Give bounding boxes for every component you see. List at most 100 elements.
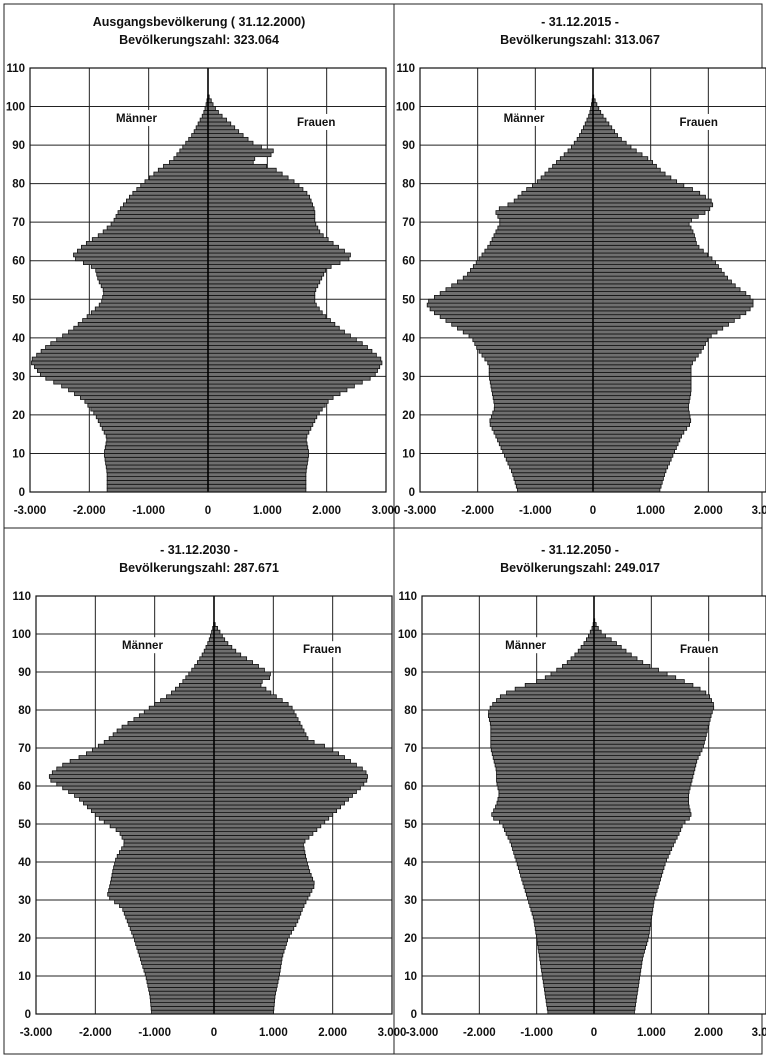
bar-frauen bbox=[593, 705, 715, 711]
bar-maenner bbox=[494, 762, 595, 768]
bar-frauen bbox=[592, 144, 632, 150]
bar-maenner bbox=[103, 740, 215, 745]
bar-frauen bbox=[592, 302, 754, 308]
bar-maenner bbox=[188, 136, 209, 142]
bar-frauen bbox=[207, 206, 315, 212]
bar-maenner bbox=[112, 869, 215, 874]
bar-maenner bbox=[504, 453, 594, 458]
y-tick-label: 40 bbox=[18, 857, 31, 869]
bar-frauen bbox=[592, 456, 672, 462]
bar-frauen bbox=[207, 329, 345, 335]
bar-maenner bbox=[182, 679, 215, 684]
bar-frauen bbox=[593, 930, 650, 935]
bar-maenner bbox=[490, 736, 595, 741]
bar-frauen bbox=[207, 129, 240, 134]
bar-frauen bbox=[593, 804, 690, 810]
bar-maenner bbox=[498, 793, 595, 798]
bar-maenner bbox=[73, 252, 209, 258]
bar-maenner bbox=[140, 183, 209, 188]
bar-frauen bbox=[207, 214, 316, 219]
bar-frauen bbox=[213, 781, 365, 787]
bar-maenner bbox=[104, 449, 209, 454]
bar-frauen bbox=[593, 732, 707, 737]
bar-maenner bbox=[148, 705, 215, 711]
bar-maenner bbox=[513, 198, 594, 204]
bar-maenner bbox=[150, 998, 215, 1003]
bar-frauen bbox=[207, 117, 227, 123]
bar-frauen bbox=[213, 778, 368, 783]
bar-maenner bbox=[103, 819, 215, 825]
bar-frauen bbox=[593, 1002, 636, 1007]
bar-frauen bbox=[213, 850, 306, 855]
bar-maenner bbox=[97, 275, 209, 281]
bar-frauen bbox=[593, 983, 639, 988]
bar-frauen bbox=[592, 183, 685, 188]
bar-frauen bbox=[213, 705, 293, 711]
bar-frauen bbox=[213, 675, 271, 680]
bar-maenner bbox=[138, 952, 215, 958]
bar-maenner bbox=[488, 717, 595, 722]
bar-frauen bbox=[593, 751, 701, 756]
bar-frauen bbox=[213, 865, 309, 870]
bar-maenner bbox=[90, 264, 209, 269]
bar-maenner bbox=[562, 664, 595, 669]
x-tick-label: -3.000 bbox=[404, 505, 437, 517]
bar-frauen bbox=[207, 302, 317, 308]
bar-frauen bbox=[213, 785, 361, 791]
bar-frauen bbox=[213, 1002, 275, 1007]
bar-frauen bbox=[213, 797, 349, 802]
bar-frauen bbox=[207, 264, 332, 269]
bar-maenner bbox=[481, 252, 594, 258]
bar-maenner bbox=[196, 660, 215, 665]
bar-maenner bbox=[82, 318, 209, 323]
y-tick-label: 50 bbox=[404, 819, 417, 831]
bar-maenner bbox=[537, 945, 595, 950]
bar-maenner bbox=[108, 888, 215, 893]
bar-frauen bbox=[207, 190, 308, 196]
bar-maenner bbox=[492, 755, 595, 760]
bar-frauen bbox=[213, 899, 307, 905]
bar-maenner bbox=[545, 998, 595, 1003]
bar-frauen bbox=[213, 747, 334, 753]
bar-maenner bbox=[497, 797, 595, 802]
bar-maenner bbox=[524, 888, 595, 893]
x-tick-label: -1.000 bbox=[519, 505, 552, 517]
bar-frauen bbox=[207, 441, 308, 447]
pyramid-bars bbox=[426, 94, 754, 492]
bar-frauen bbox=[592, 110, 602, 115]
bar-maenner bbox=[493, 429, 594, 435]
bar-maenner bbox=[153, 171, 209, 177]
bar-frauen bbox=[207, 402, 326, 408]
legend-label-maenner: Männer bbox=[505, 640, 546, 652]
bar-frauen bbox=[213, 766, 363, 772]
bar-maenner bbox=[484, 248, 594, 254]
bar-maenner bbox=[491, 812, 595, 817]
bar-frauen bbox=[213, 660, 253, 665]
bar-maenner bbox=[185, 675, 215, 680]
bar-frauen bbox=[592, 375, 692, 381]
bar-maenner bbox=[96, 271, 209, 277]
pyramid-bars bbox=[31, 94, 383, 492]
bar-frauen bbox=[207, 194, 311, 200]
bar-frauen bbox=[593, 683, 694, 688]
bar-maenner bbox=[495, 804, 595, 810]
bar-frauen bbox=[207, 345, 368, 350]
bar-frauen bbox=[593, 903, 654, 908]
bar-maenner bbox=[132, 190, 209, 196]
bar-frauen bbox=[592, 314, 741, 319]
bar-frauen bbox=[593, 686, 701, 692]
y-tick-label: 80 bbox=[12, 179, 25, 191]
bar-frauen bbox=[213, 892, 311, 897]
y-tick-label: 40 bbox=[402, 333, 415, 345]
bar-maenner bbox=[116, 728, 215, 734]
bar-maenner bbox=[56, 337, 209, 343]
bar-maenner bbox=[110, 876, 215, 882]
bar-frauen bbox=[592, 156, 649, 161]
bar-frauen bbox=[592, 275, 728, 281]
bar-frauen bbox=[593, 987, 639, 992]
bar-maenner bbox=[502, 449, 594, 454]
bar-frauen bbox=[213, 979, 279, 984]
bar-maenner bbox=[166, 694, 215, 699]
bar-maenner bbox=[507, 835, 595, 840]
bar-maenner bbox=[138, 713, 215, 718]
